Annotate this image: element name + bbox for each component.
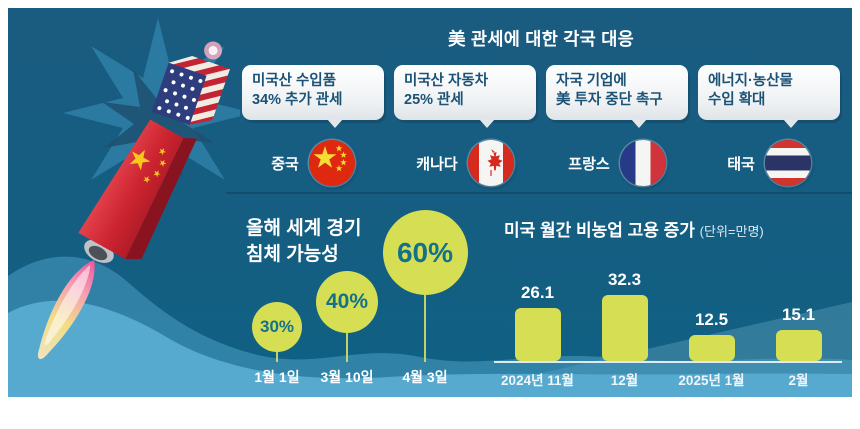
cube-right-face	[189, 68, 230, 125]
section-divider	[226, 192, 852, 194]
flag-row: 캐나다	[394, 140, 536, 186]
bar-value: 32.3	[607, 270, 642, 289]
bar-fill	[601, 295, 648, 361]
bar-chart-unit-label: (단위=만명)	[699, 224, 764, 239]
speech-bubble: 자국 기업에 美 투자 중단 촉구	[546, 65, 688, 128]
rocket-nozzle-inner	[88, 245, 108, 261]
speech-bubble: 미국산 자동차 25% 관세	[394, 65, 536, 128]
bar-column: 15.1	[755, 305, 842, 361]
balloon-stem	[276, 352, 278, 362]
fuse-spark-core	[208, 45, 218, 55]
bubble-chart-title: 올해 세계 경기 침체 가능성	[246, 218, 362, 265]
bar-fill	[688, 335, 735, 361]
bar-chart-title: 미국 월간 비농업 고용 증가 (단위=만명)	[490, 204, 846, 241]
cube-top-face	[168, 55, 230, 76]
country-name: 태국	[727, 155, 755, 173]
balloon-date: 1월 1일	[254, 369, 300, 385]
bar-column: 26.1	[494, 283, 581, 361]
flame-highlight	[44, 264, 91, 346]
bar-axis-labels: 2024년 11월 12월 2025년 1월 2월	[494, 369, 842, 389]
payrolls-bar-chart: 미국 월간 비농업 고용 증가 (단위=만명) 26.1 32.3 12.5 1…	[490, 204, 846, 397]
country-column-china: 미국산 수입품 34% 추가 관세 중국	[242, 65, 384, 186]
balloon-value: 60%	[382, 210, 468, 295]
balloon-value: 40%	[316, 271, 378, 333]
bar-axis-label: 12월	[610, 373, 639, 388]
bar-chart-title-text: 미국 월간 비농업 고용 증가	[504, 221, 695, 240]
country-column-thailand: 에너지·농산물 수입 확대 태국	[698, 65, 840, 186]
china-rocket-illustration	[37, 18, 240, 360]
country-grid: 미국산 수입품 34% 추가 관세 중국	[238, 65, 844, 186]
bar-fill	[514, 308, 561, 361]
us-flag-cube-icon	[151, 41, 230, 125]
infographic-panel: 美 관세에 대한 각국 대응 미국산 수입품 34% 추가 관세 중국	[8, 8, 852, 397]
explosion-burst-inner	[102, 67, 214, 179]
balloon: 60% 4월 3일	[380, 210, 470, 387]
france-flag-icon	[619, 140, 666, 186]
maple-leaf-icon	[487, 149, 503, 176]
balloon-stem	[346, 333, 348, 362]
flag-row: 중국	[242, 140, 384, 186]
bar-axis-label: 2025년 1월	[678, 373, 745, 388]
rocket-body	[78, 119, 184, 260]
bar-column: 32.3	[581, 270, 668, 361]
flag-row: 태국	[698, 140, 840, 186]
bar-value: 15.1	[781, 305, 816, 324]
balloon-value: 30%	[252, 302, 302, 352]
balloon: 40% 3월 10일	[302, 271, 392, 387]
bar-column: 12.5	[668, 310, 755, 361]
bar-axis-label: 2월	[788, 373, 809, 388]
bar-fill	[775, 330, 822, 361]
country-response-section: 美 관세에 대한 각국 대응 미국산 수입품 34% 추가 관세 중국	[238, 18, 844, 186]
country-name: 중국	[271, 155, 299, 173]
canada-flag-icon	[467, 140, 514, 186]
bar-plot-area: 26.1 32.3 12.5 15.1	[494, 243, 842, 363]
country-name: 프랑스	[568, 155, 610, 173]
thailand-flag-icon	[764, 140, 811, 186]
china-stars	[129, 148, 167, 184]
balloon-date: 4월 3일	[402, 369, 448, 385]
flag-row: 프랑스	[546, 140, 688, 186]
china-flag-icon	[308, 140, 355, 186]
rocket-body-side	[125, 138, 197, 260]
speech-bubble: 에너지·농산물 수입 확대	[698, 65, 840, 128]
bar-value: 26.1	[520, 283, 555, 302]
speech-bubble: 미국산 수입품 34% 추가 관세	[242, 65, 384, 128]
country-column-canada: 미국산 자동차 25% 관세 캐나다	[394, 65, 536, 186]
cube-stars	[157, 69, 203, 120]
recession-bubble-chart: 올해 세계 경기 침체 가능성 30% 1월 1일 40% 3월 10일 60%…	[236, 200, 498, 397]
bar-value: 12.5	[694, 310, 729, 329]
balloon-date: 3월 10일	[320, 369, 374, 385]
country-name: 캐나다	[416, 155, 458, 173]
bar-axis-label: 2024년 11월	[501, 373, 574, 388]
page-title: 美 관세에 대한 각국 대응	[447, 29, 635, 49]
country-column-france: 자국 기업에 美 투자 중단 촉구 프랑스	[546, 65, 688, 186]
balloon-stem	[424, 295, 426, 362]
